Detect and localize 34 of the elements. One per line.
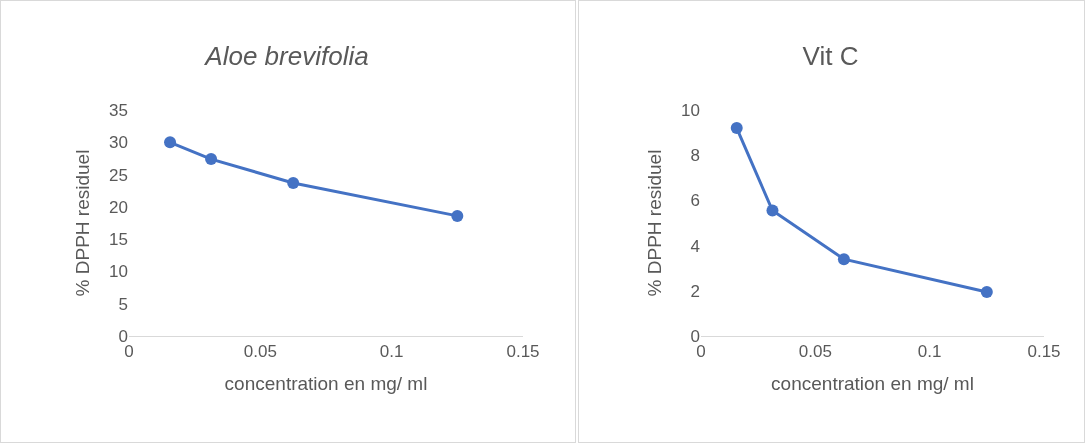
chart-title: Aloe brevifolia bbox=[203, 41, 369, 72]
point bbox=[164, 136, 177, 149]
y-tick-label: 15 bbox=[109, 230, 128, 250]
y-tick-label: 2 bbox=[690, 281, 700, 301]
point bbox=[837, 253, 850, 266]
point bbox=[730, 122, 743, 135]
x-tick-label: 0.15 bbox=[1027, 342, 1061, 362]
y-tick-label: 0 bbox=[118, 326, 128, 346]
x-axis-title: concentration en mg/ ml bbox=[224, 373, 428, 395]
y-tick-label: 4 bbox=[690, 236, 700, 256]
x-tick-label: 0.1 bbox=[917, 342, 942, 362]
y-tick-label: 25 bbox=[109, 165, 128, 185]
y-tick-label: 5 bbox=[118, 294, 128, 314]
y-tick-label: 35 bbox=[109, 100, 128, 120]
point bbox=[205, 153, 218, 166]
x-tick-label: 0.15 bbox=[506, 342, 540, 362]
x-tick-label: 0.05 bbox=[243, 342, 277, 362]
point bbox=[980, 285, 993, 298]
point bbox=[287, 176, 300, 189]
y-tick-label: 6 bbox=[690, 191, 700, 211]
y-tick-label: 8 bbox=[690, 146, 700, 166]
y-tick-label: 0 bbox=[690, 326, 700, 346]
y-tick-label: 10 bbox=[681, 100, 700, 120]
point bbox=[451, 209, 464, 222]
y-axis-title: % DPPH residuel bbox=[71, 149, 93, 297]
y-tick-label: 30 bbox=[109, 133, 128, 153]
point bbox=[766, 204, 779, 217]
x-tick-label: 0.05 bbox=[798, 342, 832, 362]
chart-title: Vit C bbox=[802, 41, 859, 72]
x-tick-label: 0.1 bbox=[379, 342, 404, 362]
y-axis-title: % DPPH residuel bbox=[643, 149, 665, 297]
y-tick-label: 10 bbox=[109, 262, 128, 282]
y-tick-label: 20 bbox=[109, 197, 128, 217]
x-axis-title: concentration en mg/ ml bbox=[771, 373, 974, 395]
